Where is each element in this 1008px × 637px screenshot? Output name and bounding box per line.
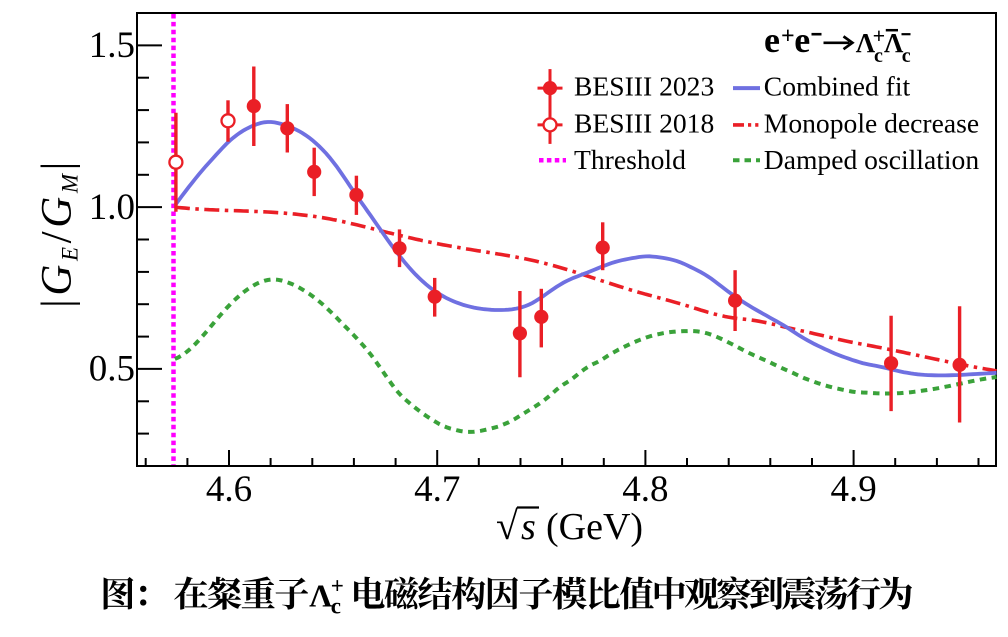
svg-text:+: + — [781, 24, 795, 50]
svg-text:4.6: 4.6 — [206, 469, 252, 510]
svg-text:e: e — [764, 20, 780, 60]
svg-text:4.7: 4.7 — [414, 469, 460, 510]
svg-text:4.9: 4.9 — [830, 469, 876, 510]
svg-text:c: c — [902, 45, 911, 67]
svg-text:Combined fit: Combined fit — [764, 71, 911, 102]
svg-text:1.5: 1.5 — [89, 25, 135, 66]
svg-text:c: c — [874, 45, 883, 67]
svg-text:+: + — [331, 574, 344, 599]
svg-text:BESIII 2023: BESIII 2023 — [574, 71, 714, 102]
svg-text:(GeV): (GeV) — [546, 506, 643, 548]
svg-text:Threshold: Threshold — [574, 144, 686, 175]
svg-text:1.0: 1.0 — [89, 187, 135, 228]
svg-text:c: c — [331, 594, 341, 619]
svg-text:e: e — [794, 20, 810, 60]
svg-text:Monopole decrease: Monopole decrease — [764, 108, 979, 139]
svg-text:BESIII 2018: BESIII 2018 — [574, 108, 714, 139]
svg-text:Λ: Λ — [884, 28, 904, 58]
svg-text:Damped oscillation: Damped oscillation — [764, 144, 980, 175]
svg-text:0.5: 0.5 — [89, 349, 135, 390]
svg-text:4.8: 4.8 — [622, 469, 668, 510]
svg-text:Λ: Λ — [856, 28, 876, 58]
svg-text:Λ: Λ — [309, 578, 332, 614]
svg-text:√: √ — [496, 503, 518, 548]
svg-text:s: s — [521, 506, 536, 548]
svg-text:+: + — [873, 23, 886, 48]
svg-text:|GE/GM|: |GE/GM| — [34, 158, 83, 308]
